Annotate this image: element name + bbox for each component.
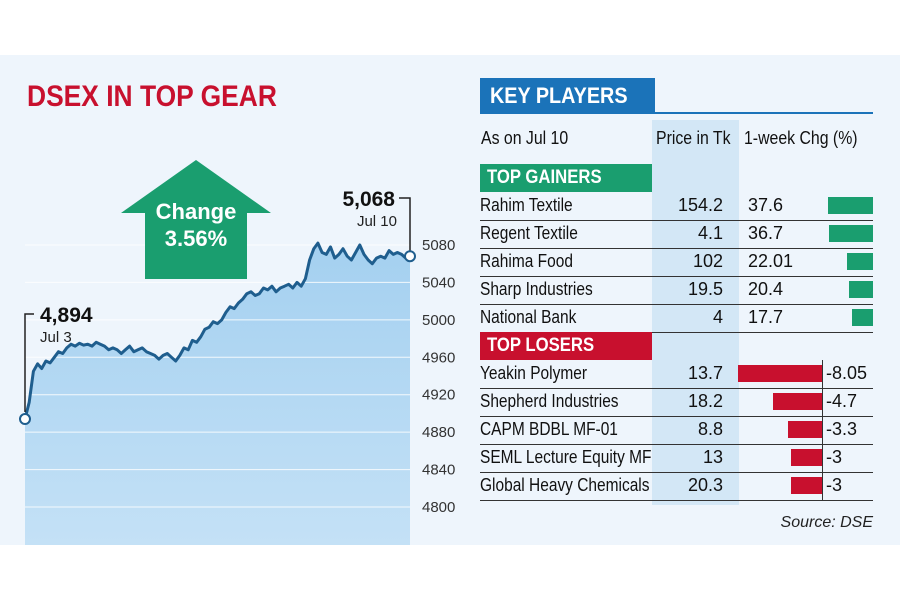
gain-bar bbox=[846, 253, 873, 270]
gain-bar bbox=[828, 197, 873, 214]
price-value: 4 bbox=[712, 307, 723, 327]
top-gainers-header: TOP GAINERS bbox=[480, 164, 652, 192]
change-value: 37.6 bbox=[748, 195, 784, 215]
key-players-title: KEY PLAYERS bbox=[490, 83, 628, 108]
start-point bbox=[19, 413, 31, 426]
table-row: SEML Lecture Equity MF 13 -3 bbox=[480, 444, 873, 473]
table-row: Rahima Food 102 22.01 bbox=[480, 248, 873, 277]
price-value: 20.3 bbox=[687, 475, 723, 495]
change-value: -4.7 bbox=[826, 391, 858, 411]
change-label: Change bbox=[156, 199, 237, 224]
change-value: -3 bbox=[826, 447, 843, 467]
company-name: CAPM BDBL MF-01 bbox=[480, 419, 618, 439]
chart-title: DSEX IN TOP GEAR bbox=[27, 80, 277, 113]
index-line bbox=[23, 241, 411, 420]
loss-bar bbox=[790, 477, 822, 494]
zero-axis bbox=[822, 444, 823, 472]
price-value: 13.7 bbox=[687, 363, 723, 383]
loss-bar bbox=[790, 449, 822, 466]
price-value: 154.2 bbox=[677, 195, 723, 215]
loss-bar bbox=[772, 393, 822, 410]
start-date: Jul 3 bbox=[40, 329, 72, 346]
y-tick-label: 5000 bbox=[422, 312, 455, 329]
price-value: 18.2 bbox=[687, 391, 723, 411]
change-value: -3 bbox=[826, 475, 843, 495]
start-value: 4,894 bbox=[40, 304, 93, 327]
grid-lines-over bbox=[25, 244, 410, 508]
company-name: Shepherd Industries bbox=[480, 391, 619, 411]
company-name: Regent Textile bbox=[480, 223, 578, 243]
y-tick-label: 4920 bbox=[422, 387, 455, 404]
price-value: 102 bbox=[692, 251, 723, 271]
change-value: -8.05 bbox=[826, 363, 868, 383]
price-column-band bbox=[652, 120, 739, 505]
company-name: SEML Lecture Equity MF bbox=[480, 447, 652, 467]
y-tick-label: 4800 bbox=[422, 499, 455, 516]
change-value: 22.01 bbox=[748, 251, 794, 271]
table-row: Shepherd Industries 18.2 -4.7 bbox=[480, 388, 873, 417]
gain-bar bbox=[829, 225, 873, 242]
gain-bar bbox=[851, 309, 873, 326]
y-tick-label: 4840 bbox=[422, 462, 455, 479]
change-value: 17.7 bbox=[748, 307, 784, 327]
company-name: Sharp Industries bbox=[480, 279, 593, 299]
table-row: Rahim Textile 154.2 37.6 bbox=[480, 192, 873, 221]
loss-bar bbox=[787, 421, 822, 438]
table-row: National Bank 4 17.7 bbox=[480, 304, 873, 333]
as-on-label: As on Jul 10 bbox=[481, 128, 569, 148]
section-label: TOP LOSERS bbox=[487, 335, 595, 356]
zero-axis bbox=[822, 388, 823, 416]
change-column-header: 1-week Chg (%) bbox=[744, 128, 858, 148]
company-name: National Bank bbox=[480, 307, 577, 327]
y-tick-label: 4880 bbox=[422, 424, 455, 441]
source-note: Source: DSE bbox=[780, 514, 873, 531]
key-players-header: KEY PLAYERS bbox=[480, 78, 655, 114]
table-row: Regent Textile 4.1 36.7 bbox=[480, 220, 873, 249]
zero-axis bbox=[822, 472, 823, 500]
zero-axis bbox=[822, 416, 823, 444]
gain-bar bbox=[848, 281, 873, 298]
y-tick-label: 4960 bbox=[422, 349, 455, 366]
table-row: CAPM BDBL MF-01 8.8 -3.3 bbox=[480, 416, 873, 445]
end-point bbox=[404, 250, 416, 263]
y-tick-label: 5080 bbox=[422, 237, 455, 254]
change-value: 20.4 bbox=[748, 279, 784, 299]
start-annotation: 4,894 Jul 3 bbox=[19, 304, 93, 426]
company-name: Global Heavy Chemicals bbox=[480, 475, 650, 495]
zero-axis bbox=[822, 360, 823, 388]
table-row: Sharp Industries 19.5 20.4 bbox=[480, 276, 873, 305]
price-value: 13 bbox=[702, 447, 723, 467]
change-value: -3.3 bbox=[826, 419, 858, 439]
change-value: 3.56% bbox=[165, 226, 227, 251]
section-label: TOP GAINERS bbox=[487, 167, 602, 188]
end-annotation: 5,068 Jul 10 bbox=[342, 188, 416, 263]
top-losers-header: TOP LOSERS bbox=[480, 332, 652, 360]
price-value: 4.1 bbox=[697, 223, 723, 243]
company-name: Yeakin Polymer bbox=[480, 363, 587, 383]
company-name: Rahima Food bbox=[480, 251, 573, 271]
header-rule bbox=[655, 112, 873, 114]
y-tick-label: 5040 bbox=[422, 274, 455, 291]
table-row: Yeakin Polymer 13.7 -8.05 bbox=[480, 360, 873, 389]
loss-bar bbox=[738, 365, 822, 382]
company-name: Rahim Textile bbox=[480, 195, 573, 215]
end-date: Jul 10 bbox=[357, 213, 397, 230]
index-area bbox=[25, 243, 410, 545]
table-row: Global Heavy Chemicals 20.3 -3 bbox=[480, 472, 873, 501]
price-column-header: Price in Tk bbox=[656, 128, 731, 148]
y-axis-ticks: 4800 4840 4880 4920 4960 5000 5040 5080 bbox=[422, 237, 455, 516]
change-value: 36.7 bbox=[748, 223, 784, 243]
change-arrow-icon: Change 3.56% bbox=[121, 160, 271, 279]
price-value: 19.5 bbox=[687, 279, 723, 299]
end-value: 5,068 bbox=[342, 188, 395, 211]
price-value: 8.8 bbox=[697, 419, 723, 439]
